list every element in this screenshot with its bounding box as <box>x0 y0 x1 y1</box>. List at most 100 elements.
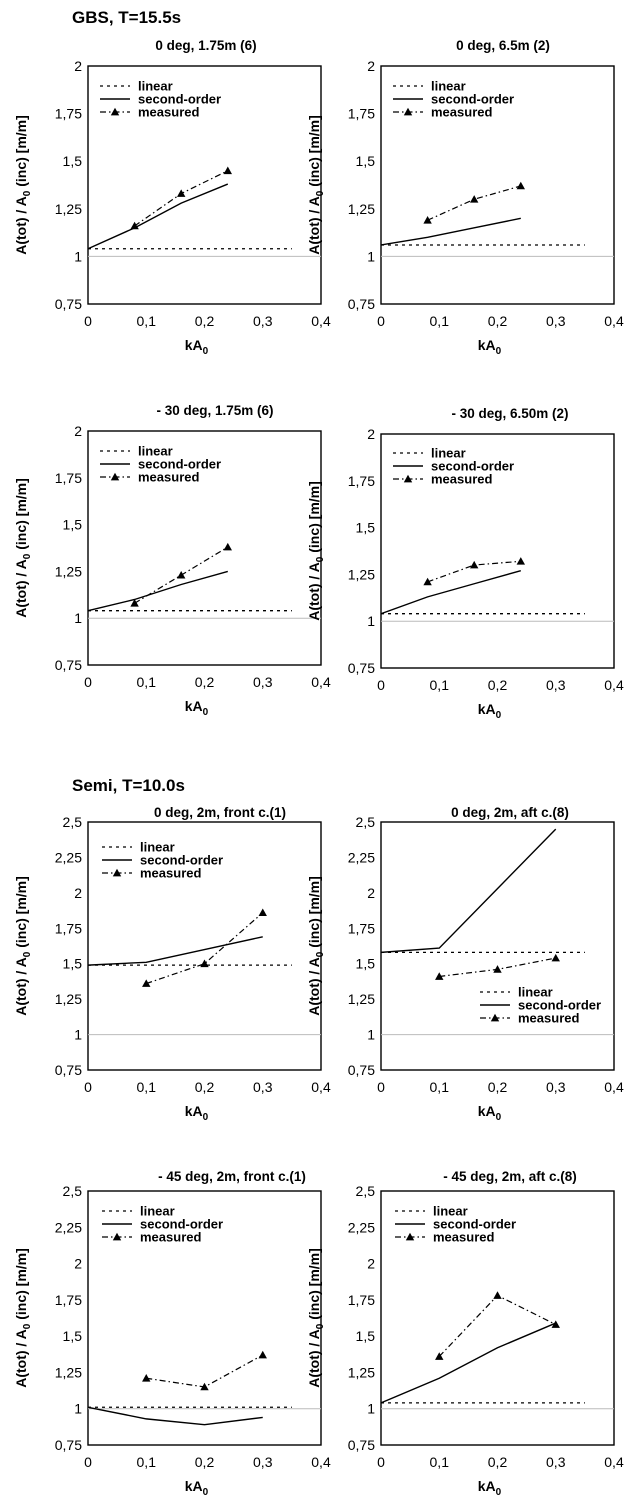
legend-label-measured: measured <box>431 472 492 487</box>
x-tick-label: 0 <box>377 1454 385 1470</box>
data-point-measured <box>551 1320 560 1328</box>
legend-label-measured: measured <box>140 1230 201 1245</box>
x-tick-label: 0,3 <box>546 1454 566 1470</box>
legend-label-linear: linear <box>138 79 173 94</box>
series-line-second-order <box>380 1322 557 1404</box>
x-tick-label: 0 <box>377 313 385 329</box>
x-tick-label: 0,4 <box>604 1079 624 1095</box>
y-tick-label: 2 <box>74 1256 82 1272</box>
chart-panel-2: 0 deg, 6.5m (2) 0,75 1 1,25 1,5 1,75 2 0 0,1 0,2 0… <box>306 38 624 357</box>
x-tick-label: 0,2 <box>195 1454 215 1470</box>
chart-panel-5: 0 deg, 2m, front c.(1) 0,75 1 1,25 1,5 1,75 2 2… <box>13 805 331 1123</box>
x-tick-label: 0,3 <box>546 313 566 329</box>
y-tick-label: 1,75 <box>348 473 375 489</box>
x-tick-label: 0,4 <box>604 313 624 329</box>
legend-label-second-order: second-order <box>431 92 514 107</box>
y-tick-label: 1,25 <box>348 991 375 1007</box>
chart-title: - 30 deg, 6.50m (2) <box>451 406 568 421</box>
series-line-measured <box>146 912 264 985</box>
y-tick-label: 1,75 <box>348 1292 375 1308</box>
x-tick-label: 0,1 <box>137 313 157 329</box>
y-tick-label: 2,5 <box>356 814 376 830</box>
y-tick-label: 1,5 <box>63 517 83 533</box>
x-tick-label: 0,1 <box>137 1079 157 1095</box>
y-tick-label: 1,5 <box>356 1328 376 1344</box>
legend-label-linear: linear <box>431 446 466 461</box>
y-tick-label: 1 <box>74 248 82 264</box>
y-tick-label: 2 <box>74 58 82 74</box>
y-tick-label: 2,5 <box>356 1183 376 1199</box>
y-axis-label: A(tot) / A0 (inc) [m/m] <box>306 481 326 621</box>
section-title-gbs: GBS, T=15.5s <box>72 8 182 27</box>
x-axis-label: kA0 <box>478 1103 502 1123</box>
x-tick-label: 0,3 <box>253 1079 273 1095</box>
y-tick-label: 1,75 <box>348 106 375 122</box>
x-tick-label: 0 <box>84 674 92 690</box>
legend-label-measured: measured <box>138 470 199 485</box>
x-tick-label: 0,1 <box>137 1454 157 1470</box>
data-point-measured <box>223 542 232 551</box>
chart-panel-1: 0 deg, 1.75m (6) 0,75 1 1,25 1,5 1,75 2 0 0,1 0,2… <box>13 38 331 357</box>
legend-marker-measured <box>112 868 122 877</box>
chart-title: 0 deg, 1.75m (6) <box>155 38 256 53</box>
legend-label-linear: linear <box>433 1204 468 1219</box>
y-axis-label: A(tot) / A0 (inc) [m/m] <box>13 115 33 255</box>
data-point-measured <box>470 560 479 569</box>
y-tick-label: 2,25 <box>348 849 375 865</box>
y-tick-label: 1,75 <box>55 470 82 486</box>
y-tick-label: 1,5 <box>63 956 83 972</box>
y-tick-label: 0,75 <box>348 1062 375 1078</box>
x-axis-label: kA0 <box>185 698 209 718</box>
section-title-semi: Semi, T=10.0s <box>72 776 185 795</box>
data-point-measured <box>130 221 139 230</box>
x-axis-label: kA0 <box>185 1478 209 1498</box>
y-tick-label: 1,25 <box>55 991 82 1007</box>
y-tick-label: 1,25 <box>348 1364 375 1380</box>
x-tick-label: 0,2 <box>488 1079 508 1095</box>
legend-label-second-order: second-order <box>138 92 221 107</box>
x-tick-label: 0,2 <box>488 1454 508 1470</box>
data-point-measured <box>493 965 502 973</box>
y-tick-label: 0,75 <box>348 296 375 312</box>
legend-label-measured: measured <box>433 1230 494 1245</box>
data-point-measured <box>223 166 232 175</box>
data-point-measured <box>423 577 432 586</box>
y-tick-label: 1 <box>367 613 375 629</box>
legend-marker-measured <box>403 107 413 116</box>
data-point-measured <box>435 972 444 980</box>
legend-marker-measured <box>112 1232 122 1241</box>
y-tick-label: 0,75 <box>348 1437 375 1453</box>
chart-panel-4: - 30 deg, 6.50m (2) 0,75 1 1,25 1,5 1,75 2 0 0,1… <box>306 406 624 721</box>
y-tick-label: 0,75 <box>348 660 375 676</box>
legend-label-measured: measured <box>140 866 201 881</box>
chart-title: - 45 deg, 2m, aft c.(8) <box>443 1169 577 1184</box>
y-axis-label: A(tot) / A0 (inc) [m/m] <box>13 876 33 1016</box>
chart-panel-3: - 30 deg, 1.75m (6) 0,75 1 1,25 1,5 1,75 2 0 0,1… <box>13 403 331 718</box>
plot-frame <box>87 65 322 305</box>
y-tick-label: 1 <box>367 248 375 264</box>
y-tick-label: 2 <box>367 426 375 442</box>
chart-panel-7: - 45 deg, 2m, front c.(1) 0,75 1 1,25 1,5 1,7… <box>13 1169 331 1498</box>
x-axis-label: kA0 <box>478 701 502 721</box>
y-tick-label: 1,5 <box>356 153 376 169</box>
legend-marker-measured <box>405 1232 415 1241</box>
y-tick-label: 2,25 <box>55 849 82 865</box>
y-tick-label: 0,75 <box>55 1437 82 1453</box>
legend-label-second-order: second-order <box>140 853 223 868</box>
data-point-measured <box>423 216 432 224</box>
y-tick-label: 1,25 <box>55 563 82 579</box>
x-tick-label: 0,4 <box>604 1454 624 1470</box>
data-point-measured <box>177 570 186 579</box>
x-tick-label: 0,2 <box>195 313 215 329</box>
y-tick-label: 1,25 <box>348 566 375 582</box>
plot-frame <box>380 433 615 669</box>
x-tick-label: 0,1 <box>430 1454 450 1470</box>
y-tick-label: 1 <box>367 1027 375 1043</box>
legend-marker-measured <box>490 1013 500 1022</box>
chart-title: 0 deg, 2m, front c.(1) <box>154 805 286 820</box>
x-tick-label: 0,3 <box>546 677 566 693</box>
